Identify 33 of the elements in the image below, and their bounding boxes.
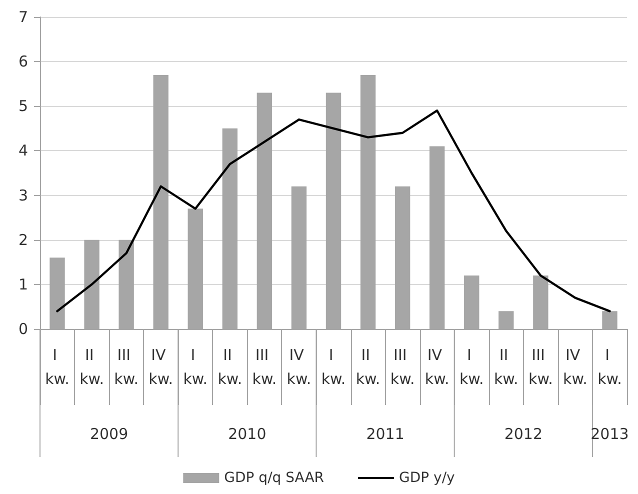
y-tick-label: 6 (18, 52, 28, 71)
legend-label: GDP y/y (399, 470, 455, 486)
y-tick-label: 0 (18, 320, 28, 338)
y-tick-label: 1 (18, 275, 28, 294)
line-series (56, 110, 611, 312)
x-tick-label: IV kw. (286, 346, 312, 388)
x-tick-label: I kw. (183, 346, 208, 388)
x-tick-label: I kw. (321, 346, 346, 388)
text: 2009 (90, 425, 128, 443)
x-tick-label: II kw. (494, 346, 518, 388)
x-tick-label: IV kw. (563, 346, 588, 388)
x-tick-label: II kw. (218, 346, 242, 388)
x-tick-label: I kw. (598, 346, 622, 388)
y-tick-label: 5 (18, 97, 28, 116)
y-tick-label: 2 (18, 230, 28, 249)
x-tick-label: II kw. (356, 346, 380, 388)
legend-label: GDP q/q SAAR (224, 470, 324, 486)
text: 2012 (504, 425, 543, 443)
x-tick-label: III kw. (528, 346, 553, 388)
x-tick-label: III kw. (390, 346, 415, 388)
text: 2013 (590, 425, 629, 443)
x-tick-label: III kw. (114, 346, 139, 388)
y-tick-label: 3 (18, 186, 28, 204)
y-tick-label: 4 (18, 142, 28, 160)
text: 2011 (366, 425, 404, 443)
x-tick-label: II kw. (80, 346, 104, 388)
y-tick-label: 7 (18, 8, 28, 26)
x-tick-label: I kw. (45, 346, 70, 388)
x-tick-label: I kw. (459, 346, 484, 388)
x-tick-label: IV kw. (148, 346, 174, 388)
x-tick-label: IV kw. (424, 346, 450, 388)
text: 2010 (228, 425, 266, 443)
x-tick-label: III kw. (252, 346, 277, 388)
